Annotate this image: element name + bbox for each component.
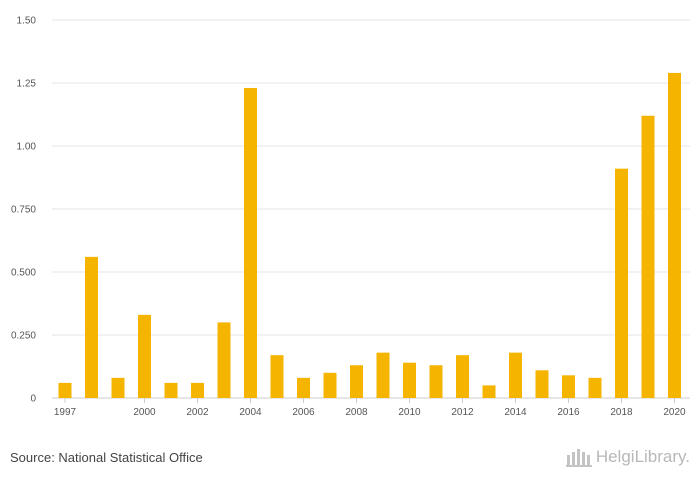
bar-2017 bbox=[588, 377, 602, 398]
bar-1998 bbox=[85, 256, 98, 398]
bar-2010 bbox=[403, 362, 416, 398]
bar-2009 bbox=[376, 352, 390, 398]
x-tick-label: 2018 bbox=[610, 407, 633, 418]
bar-2015 bbox=[535, 370, 549, 398]
bar-2005 bbox=[270, 355, 284, 398]
x-tick-label: 1997 bbox=[54, 407, 77, 418]
source-note: Source: National Statistical Office bbox=[10, 450, 203, 465]
bar-2000 bbox=[138, 314, 151, 398]
x-axis-labels: 1997 2000 2002 2004 2006 2008 2010 2012 2014 2016… bbox=[54, 398, 686, 418]
x-tick-label: 2010 bbox=[398, 407, 421, 418]
bar-2011 bbox=[429, 365, 443, 398]
x-tick-label: 2006 bbox=[292, 407, 315, 418]
x-tick-label: 2008 bbox=[345, 407, 368, 418]
y-tick-label: 1.25 bbox=[17, 79, 37, 90]
x-tick-label: 2020 bbox=[663, 407, 686, 418]
x-tick-label: 2002 bbox=[186, 407, 209, 418]
y-tick-label: 1.50 bbox=[17, 16, 37, 27]
bar-2014 bbox=[509, 352, 522, 398]
bar-2020 bbox=[668, 72, 681, 399]
bar-2018 bbox=[615, 168, 628, 398]
y-axis-labels: 0 0.250 0.500 0.750 1.00 1.25 1.50 bbox=[11, 16, 36, 405]
bar-1999 bbox=[111, 377, 125, 398]
x-tick-label: 2016 bbox=[557, 407, 580, 418]
bar-2007 bbox=[323, 372, 337, 398]
x-tick-label: 2004 bbox=[239, 407, 262, 418]
y-tick-label: 0.500 bbox=[11, 268, 36, 279]
x-tick-label: 2000 bbox=[133, 407, 156, 418]
y-tick-label: 0.250 bbox=[11, 331, 36, 342]
x-tick-label: 2014 bbox=[504, 407, 527, 418]
bars bbox=[58, 72, 681, 399]
logo-text: HelgiLibrary. bbox=[595, 447, 690, 466]
bar-2001 bbox=[164, 382, 178, 398]
bar-2019 bbox=[641, 115, 655, 398]
bar-2013 bbox=[482, 385, 496, 398]
bar-chart: 0 0.250 0.500 0.750 1.00 1.25 1.50 1997 2000 200… bbox=[11, 16, 690, 418]
bar-2002 bbox=[191, 382, 204, 398]
bar-2004 bbox=[244, 88, 257, 398]
y-tick-label: 0.750 bbox=[11, 205, 36, 216]
bar-1997 bbox=[58, 382, 72, 398]
grid-lines bbox=[52, 19, 690, 399]
bar-2008 bbox=[350, 365, 363, 398]
helgi-library-logo: HelgiLibrary. bbox=[565, 447, 690, 467]
y-tick-label: 0 bbox=[30, 394, 36, 405]
x-tick-label: 2012 bbox=[451, 407, 474, 418]
bar-2016 bbox=[562, 375, 575, 398]
library-building-icon bbox=[565, 449, 592, 467]
bar-2006 bbox=[297, 377, 310, 398]
y-tick-label: 1.00 bbox=[17, 142, 37, 153]
bar-2012 bbox=[456, 355, 469, 398]
bar-2003 bbox=[217, 322, 231, 398]
